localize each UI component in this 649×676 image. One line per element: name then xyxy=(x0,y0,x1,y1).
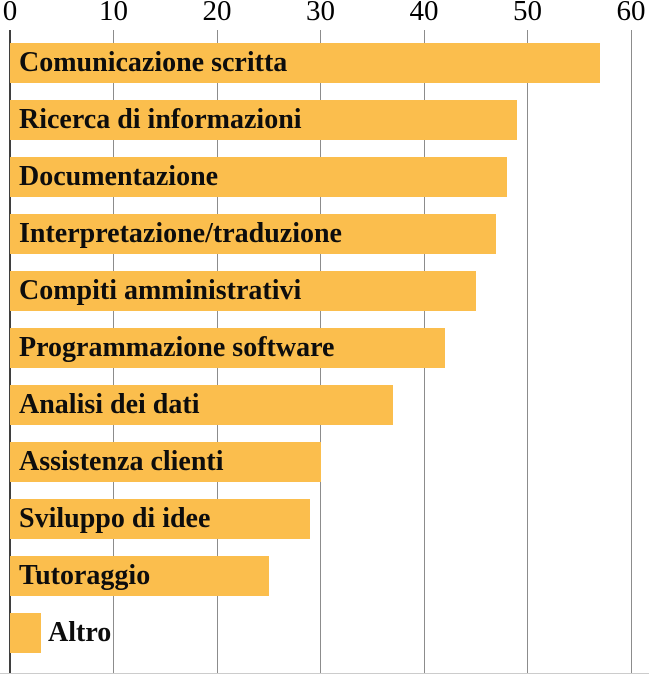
x-tick-label: 10 xyxy=(99,0,128,27)
bar-row: Documentazione xyxy=(0,157,649,197)
bar: Programmazione software xyxy=(10,328,445,368)
bar-label: Programmazione software xyxy=(19,332,335,363)
bar-label: Comunicazione scritta xyxy=(19,47,288,78)
bar: Assistenza clienti xyxy=(10,442,321,482)
bar: Tutoraggio xyxy=(10,556,269,596)
bar-row: Compiti amministrativi xyxy=(0,271,649,311)
bar-label: Tutoraggio xyxy=(19,560,151,591)
x-tick-label: 60 xyxy=(616,0,646,27)
x-tick-label: 20 xyxy=(202,0,232,27)
bar xyxy=(10,613,42,653)
bar-row: Assistenza clienti xyxy=(0,442,649,482)
x-tick-label: 50 xyxy=(513,0,542,27)
bar: Compiti amministrativi xyxy=(10,271,476,311)
bar-label: Analisi dei dati xyxy=(19,389,200,420)
bar-row: Sviluppo di idee xyxy=(0,499,649,539)
bar-row: Analisi dei dati xyxy=(0,385,649,425)
bar-label: Sviluppo di idee xyxy=(19,503,211,534)
bar: Analisi dei dati xyxy=(10,385,393,425)
bar-label: Interpretazione/traduzione xyxy=(19,218,342,249)
bar-row: Ricerca di informazioni xyxy=(0,100,649,140)
bottom-rule xyxy=(0,673,649,674)
bar: Sviluppo di idee xyxy=(10,499,311,539)
x-tick-label: 40 xyxy=(409,0,439,27)
bar: Ricerca di informazioni xyxy=(10,100,518,140)
bar-label: Documentazione xyxy=(19,161,219,192)
gridline xyxy=(630,30,632,673)
x-tick-label: 0 xyxy=(2,0,18,27)
bar-row: Altro xyxy=(0,613,649,653)
bar: Comunicazione scritta xyxy=(10,43,600,83)
bar-label: Ricerca di informazioni xyxy=(19,104,302,135)
bar-label: Compiti amministrativi xyxy=(19,275,302,306)
bar-label: Assistenza clienti xyxy=(19,446,224,477)
bar-row: Interpretazione/traduzione xyxy=(0,214,649,254)
x-tick-label: 30 xyxy=(306,0,335,27)
bar: Interpretazione/traduzione xyxy=(10,214,497,254)
bar-row: Programmazione software xyxy=(0,328,649,368)
bar-label: Altro xyxy=(48,617,112,648)
bar-row: Tutoraggio xyxy=(0,556,649,596)
bar-row: Comunicazione scritta xyxy=(0,43,649,83)
bar: Documentazione xyxy=(10,157,507,197)
gridline xyxy=(527,30,528,673)
bars-layer: Comunicazione scritta Ricerca di informaz… xyxy=(0,43,649,670)
